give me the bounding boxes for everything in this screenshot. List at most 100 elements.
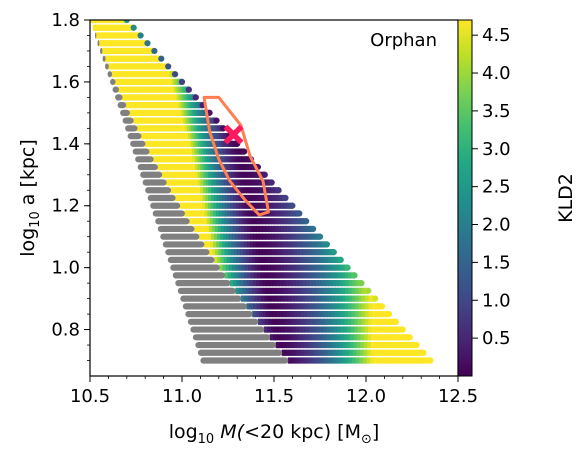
heatmap-cell [274,326,279,333]
heatmap-cell [162,117,166,124]
heatmap-cell [354,326,359,333]
heatmap-row [102,55,165,62]
heatmap-cell [148,55,151,62]
heatmap-cell [351,287,356,294]
heatmap-cell [319,326,324,333]
heatmap-cell [361,303,366,310]
heatmap-cell [175,187,180,194]
heatmap-cell [271,225,275,233]
heatmap-cell [95,32,98,39]
heatmap-cell [334,256,339,264]
heatmap-cell [120,86,123,93]
heatmap-cell [181,102,185,109]
heatmap-cell [180,194,184,202]
heatmap-cell [175,109,179,116]
heatmap-cell [100,20,102,24]
heatmap-cell [200,140,204,147]
colorbar-ticks: 0.51.01.52.02.53.03.54.04.5 [472,25,511,349]
heatmap-cell [94,20,97,24]
masked-cell [157,225,195,233]
heatmap-cell [221,218,225,225]
heatmap-cell [250,272,255,279]
masked-cell [127,132,142,140]
heatmap-cell [290,303,295,310]
heatmap-cell [296,310,301,318]
heatmap-cell [127,94,131,101]
heatmap-cell [110,40,113,47]
heatmap-cell [287,357,292,364]
heatmap-cell [295,349,301,356]
heatmap-cell [252,310,257,318]
heatmap-row [157,225,317,233]
heatmap-cell [392,326,397,333]
heatmap-cell [192,156,196,163]
heatmap-cell [351,318,356,325]
heatmap-cell [224,156,228,163]
heatmap-cell [265,233,270,240]
heatmap-row [110,78,186,86]
heatmap-cell [202,156,206,163]
heatmap-cell [236,210,240,217]
heatmap-cell [259,310,264,318]
heatmap-cell [183,86,186,93]
heatmap-cell [266,194,270,202]
heatmap-cell [118,78,121,86]
heatmap-cell [216,140,220,147]
heatmap-cell [109,55,112,62]
heatmap-cell [262,233,267,240]
heatmap-cell [294,357,300,364]
heatmap-cell [271,218,275,225]
heatmap-cell [398,349,403,356]
masked-cell [137,163,158,171]
heatmap-cell [232,225,237,233]
heatmap-cell [402,341,407,349]
row-end-cap [282,194,289,202]
heatmap-cell [135,71,138,78]
heatmap-cell [231,241,236,248]
heatmap-cell [338,272,343,279]
heatmap-cell [164,163,169,171]
heatmap-cell [117,47,120,55]
heatmap-cell [195,171,199,178]
heatmap-cell [273,334,278,341]
heatmap-cell [210,148,214,155]
heatmap-cell [202,140,206,147]
heatmap-cell [184,140,188,147]
heatmap-cell [190,210,194,217]
heatmap-cell [205,194,209,202]
heatmap-cell [136,47,138,55]
heatmap-cell [182,171,186,178]
heatmap-cell [290,256,294,264]
heatmap-cell [226,225,231,233]
heatmap-cell [205,179,209,186]
heatmap-cell [179,202,184,209]
heatmap-cell [308,334,313,341]
heatmap-cell [115,40,118,47]
heatmap-cell [230,218,234,225]
heatmap-cell [164,171,168,178]
heatmap-cell [219,202,223,209]
heatmap-cell [221,187,226,194]
heatmap-cell [186,194,190,202]
heatmap-cell [309,272,313,279]
heatmap-cell [256,187,261,194]
heatmap-cell [228,156,233,163]
heatmap-cell [155,94,158,101]
heatmap-cell [200,218,205,225]
heatmap-cell [286,256,291,264]
heatmap-cell [286,233,291,240]
heatmap-cell [364,326,369,333]
heatmap-cell [233,249,238,256]
heatmap-cell [289,233,294,240]
masked-cell [140,171,163,178]
heatmap-cell [121,78,125,86]
heatmap-cell [145,125,149,132]
heatmap-cell [244,202,248,209]
heatmap-cell [224,179,228,186]
heatmap-cell [328,341,333,349]
heatmap-cell [348,272,352,279]
heatmap-cell [298,280,303,287]
heatmap-cell [165,78,168,86]
heatmap-cell [268,318,273,325]
heatmap-cell [289,280,293,287]
